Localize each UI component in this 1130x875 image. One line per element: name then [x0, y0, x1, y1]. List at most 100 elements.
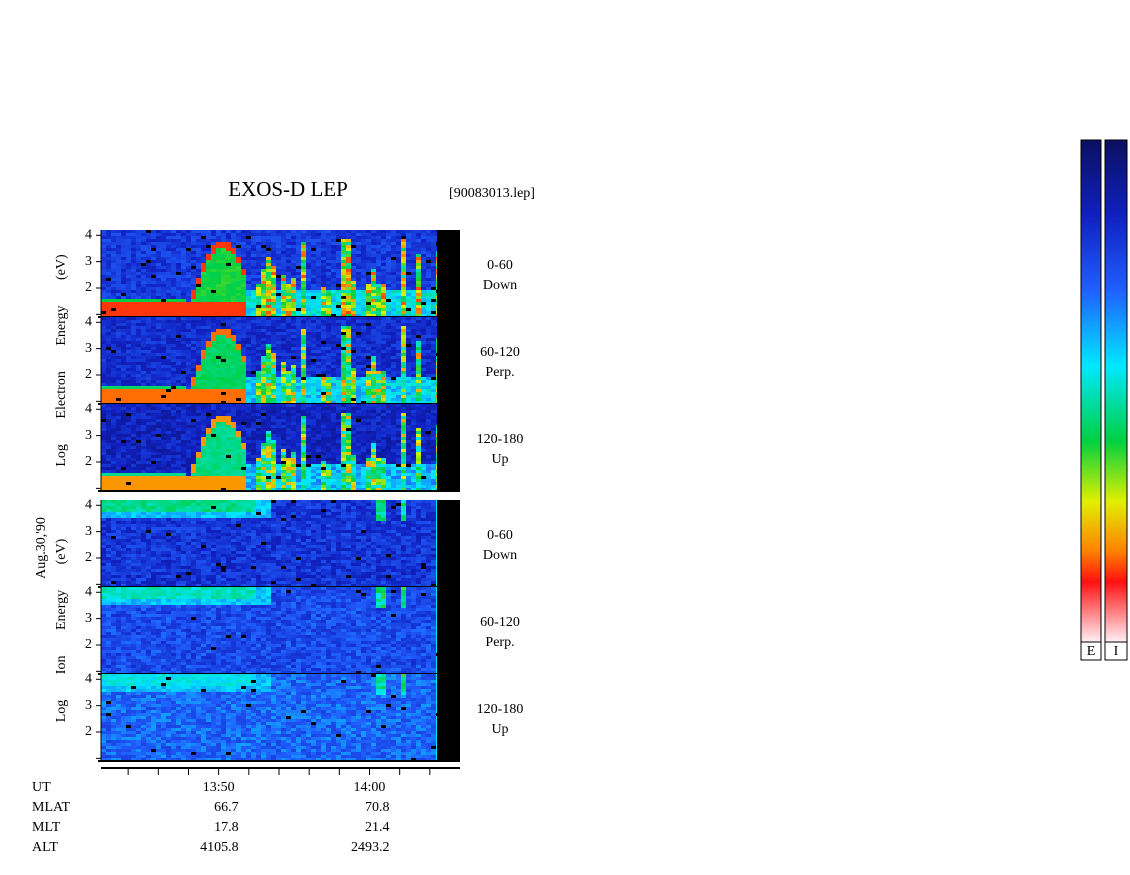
- pixel: [381, 386, 386, 389]
- pixel: [171, 254, 176, 257]
- pixel: [261, 434, 266, 437]
- pixel: [376, 254, 381, 257]
- pixel: [371, 365, 376, 368]
- pixel: [216, 476, 221, 479]
- pixel: [221, 233, 226, 236]
- pixel: [216, 263, 221, 266]
- pixel: [381, 242, 386, 245]
- pixel: [266, 302, 271, 305]
- pixel: [176, 356, 181, 359]
- pixel: [196, 257, 201, 260]
- pixel: [336, 368, 341, 371]
- pixel: [196, 419, 201, 422]
- pixel: [291, 329, 296, 332]
- pixel: [336, 371, 341, 374]
- pixel: [411, 347, 416, 350]
- pixel: [416, 317, 421, 320]
- pixel: [306, 386, 311, 389]
- pixel: [206, 320, 211, 323]
- pixel: [166, 266, 171, 269]
- pixel: [346, 233, 351, 236]
- pixel: [311, 293, 316, 296]
- pixel: [266, 239, 271, 242]
- pixel: [261, 464, 266, 467]
- pixel: [226, 263, 231, 266]
- pixel: [296, 395, 301, 398]
- pixel: [176, 326, 181, 329]
- pixel: [366, 236, 371, 239]
- pixel: [266, 329, 271, 332]
- pixel: [186, 308, 191, 311]
- pixel: [436, 236, 437, 239]
- pixel: [391, 320, 396, 323]
- pixel: [171, 362, 176, 365]
- pixel: [316, 248, 321, 251]
- pixel: [156, 410, 161, 413]
- pixel: [126, 353, 131, 356]
- pixel: [216, 368, 221, 371]
- pixel: [246, 338, 251, 341]
- pixel: [121, 350, 126, 353]
- pixel: [191, 470, 196, 473]
- pixel: [271, 335, 276, 338]
- pixel: [156, 269, 161, 272]
- pixel: [436, 314, 437, 317]
- pixel: [276, 311, 281, 314]
- pixel: [351, 311, 356, 314]
- pixel: [101, 422, 106, 425]
- pixel: [166, 422, 171, 425]
- pixel: [146, 368, 151, 371]
- pixel: [171, 383, 176, 386]
- pixel: [266, 344, 271, 347]
- pixel: [401, 299, 406, 302]
- pixel: [201, 428, 206, 431]
- pixel: [281, 356, 286, 359]
- pixel: [191, 413, 196, 416]
- pixel: [271, 362, 276, 365]
- pixel: [206, 440, 211, 443]
- colorbar: [1080, 139, 1102, 643]
- pixel: [186, 377, 191, 380]
- pixel: [321, 320, 326, 323]
- pixel: [281, 293, 286, 296]
- pixel: [331, 401, 336, 404]
- pixel: [206, 284, 211, 287]
- pixel: [146, 302, 151, 305]
- pixel: [256, 329, 261, 332]
- pixel: [281, 308, 286, 311]
- pixel: [396, 395, 401, 398]
- pixel: [161, 335, 166, 338]
- pixel: [126, 326, 131, 329]
- pixel: [131, 329, 136, 332]
- pixel: [131, 386, 136, 389]
- pixel: [316, 329, 321, 332]
- pixel: [191, 254, 196, 257]
- pixel: [141, 416, 146, 419]
- pixel: [306, 338, 311, 341]
- pixel: [296, 260, 301, 263]
- pixel: [166, 236, 171, 239]
- pixel: [171, 305, 176, 308]
- pixel: [256, 371, 261, 374]
- pixel: [396, 383, 401, 386]
- pixel: [216, 374, 221, 377]
- pixel: [201, 479, 206, 482]
- pixel: [301, 362, 306, 365]
- pixel: [181, 290, 186, 293]
- pixel: [406, 341, 411, 344]
- pixel: [276, 233, 281, 236]
- pixel: [351, 284, 356, 287]
- pixel: [201, 308, 206, 311]
- pixel: [341, 287, 346, 290]
- panel-direction: Perp.: [485, 365, 514, 380]
- pixel: [111, 236, 116, 239]
- pixel: [301, 305, 306, 308]
- pixel: [221, 362, 226, 365]
- pixel: [306, 236, 311, 239]
- pixel: [191, 389, 196, 392]
- pixel: [396, 335, 401, 338]
- pixel: [401, 314, 406, 317]
- pixel: [336, 242, 341, 245]
- pixel: [226, 374, 231, 377]
- pixel: [176, 362, 181, 365]
